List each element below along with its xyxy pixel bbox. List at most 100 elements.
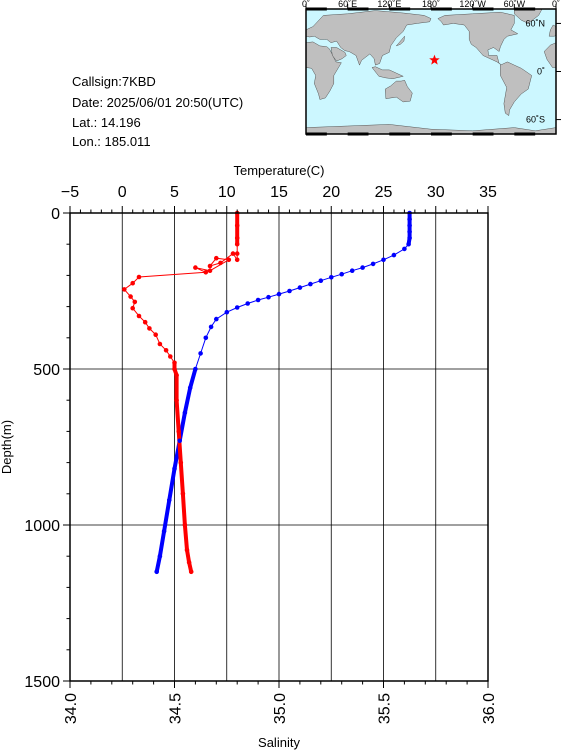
temperature-point — [167, 497, 172, 503]
salinity-point — [207, 263, 213, 269]
map-lon-label: 120˚W — [459, 0, 486, 9]
map-lon-label: 0˚ — [302, 0, 310, 9]
temperature-point — [198, 351, 203, 356]
temperature-tick-label: 25 — [375, 184, 393, 201]
salinity-point — [136, 274, 142, 280]
salinity-point — [142, 319, 148, 325]
salinity-point — [180, 491, 186, 497]
temperature-point — [407, 235, 412, 241]
map-lat-label: 60˚S — [526, 115, 545, 125]
info-lat: Lat.: 14.196 — [72, 115, 141, 130]
depth-ticks: 0 500 1000 1500 — [24, 206, 70, 691]
map-lon-label: 0˚ — [552, 0, 560, 9]
temperature-point — [224, 309, 230, 315]
depth-tick-label: 0 — [51, 206, 60, 223]
temperature-tick-label: 10 — [218, 184, 236, 201]
salinity-point — [163, 348, 169, 353]
salinity-point — [214, 255, 219, 261]
salinity-tick-label: 36.0 — [481, 693, 498, 724]
temperature-point — [187, 385, 193, 391]
salinity-point — [230, 251, 236, 256]
salinity-point — [157, 341, 163, 347]
temperature-point — [349, 268, 355, 274]
salinity-point — [234, 257, 240, 263]
salinity-point — [218, 260, 223, 266]
depth-tick-label: 500 — [33, 362, 60, 379]
salinity-point — [182, 522, 188, 528]
temperature-point — [360, 265, 365, 270]
map-right-labels: 60˚N 0˚ 60˚S — [525, 18, 545, 124]
temperature-point — [406, 241, 411, 247]
salinity-point — [176, 429, 181, 434]
map-lat-label: 60˚N — [525, 18, 545, 28]
temperature-point — [172, 466, 177, 472]
temperature-point — [208, 324, 214, 330]
salinity-point — [186, 560, 192, 565]
salinity-axis-label: Salinity — [258, 735, 300, 750]
temperature-point — [370, 261, 376, 267]
temperature-point — [381, 257, 386, 263]
map-top-labels: 0˚ 60˚E 120˚E 180˚ 120˚W 60˚W 0˚ — [302, 0, 560, 9]
salinity-point — [153, 332, 158, 338]
temperature-point — [161, 528, 167, 534]
star-icon — [429, 54, 440, 65]
map-lon-label: 180˚ — [422, 0, 440, 9]
temperature-point — [234, 305, 240, 310]
info-lon: Lon.: 185.011 — [72, 134, 151, 149]
temperature-point — [391, 252, 397, 258]
temperature-ticks: −5 0 5 10 15 20 25 30 35 — [61, 184, 497, 213]
info-date: Date: 2025/06/01 20:50(UTC) — [72, 95, 243, 110]
temperature-point — [297, 285, 303, 290]
salinity-tick-label: 34.5 — [168, 693, 185, 724]
landmass-south-america — [500, 61, 532, 117]
salinity-point — [188, 569, 194, 575]
salinity-point — [234, 223, 240, 228]
temperature-point — [245, 301, 250, 306]
salinity-point — [128, 294, 133, 299]
series-points — [122, 210, 412, 575]
profile-plot: −5 0 5 10 15 20 25 30 35 34.0 34.5 35.0 35.5 36.0 05… — [0, 163, 498, 750]
temperature-tick-label: 30 — [427, 184, 445, 201]
depth-axis-label: Depth(m) — [0, 420, 14, 474]
salinity-point — [132, 299, 138, 305]
temperature-point — [266, 294, 271, 300]
salinity-point — [184, 547, 190, 553]
salinity-point — [234, 241, 240, 247]
salinity-point — [147, 326, 152, 331]
map-ticks — [305, 4, 561, 136]
salinity-point — [178, 460, 184, 465]
temperature-point — [287, 288, 292, 294]
world-map: 0˚ 60˚E 120˚E 180˚ 120˚W 60˚W 0˚ 60˚N 0˚ 60˚S — [302, 0, 561, 136]
temperature-point — [276, 291, 282, 297]
salinity-point — [203, 270, 209, 275]
temperature-point — [407, 229, 412, 234]
temperature-axis-label: Temperature(C) — [233, 163, 324, 178]
temperature-tick-label: 15 — [270, 184, 288, 201]
landmass-africa — [305, 41, 342, 100]
temperature-point — [154, 569, 159, 575]
temperature-tick-label: 5 — [170, 184, 179, 201]
landmass-eurasia — [305, 10, 432, 66]
salinity-point — [226, 257, 232, 263]
temperature-point — [308, 281, 313, 287]
map-lon-label: 120˚E — [377, 0, 401, 9]
salinity-point — [172, 360, 177, 366]
map-land — [305, 8, 557, 135]
landmass-arabia — [330, 47, 347, 62]
map-lon-label: 60˚W — [504, 0, 526, 9]
info-callsign: Callsign:7KBD — [72, 74, 156, 89]
temperature-point — [329, 275, 334, 280]
temperature-tick-label: −5 — [61, 184, 79, 201]
salinity-tick-label: 35.5 — [377, 693, 394, 724]
temperature-point — [182, 410, 188, 416]
salinity-point — [130, 305, 135, 311]
salinity-point — [172, 366, 177, 372]
temperature-point — [318, 278, 324, 284]
temperature-point — [177, 438, 182, 444]
temperature-point — [203, 335, 209, 341]
temperature-point — [407, 216, 412, 222]
map-lat-label: 0˚ — [537, 67, 545, 77]
salinity-point — [234, 235, 240, 241]
temperature-tick-label: 35 — [479, 184, 497, 201]
